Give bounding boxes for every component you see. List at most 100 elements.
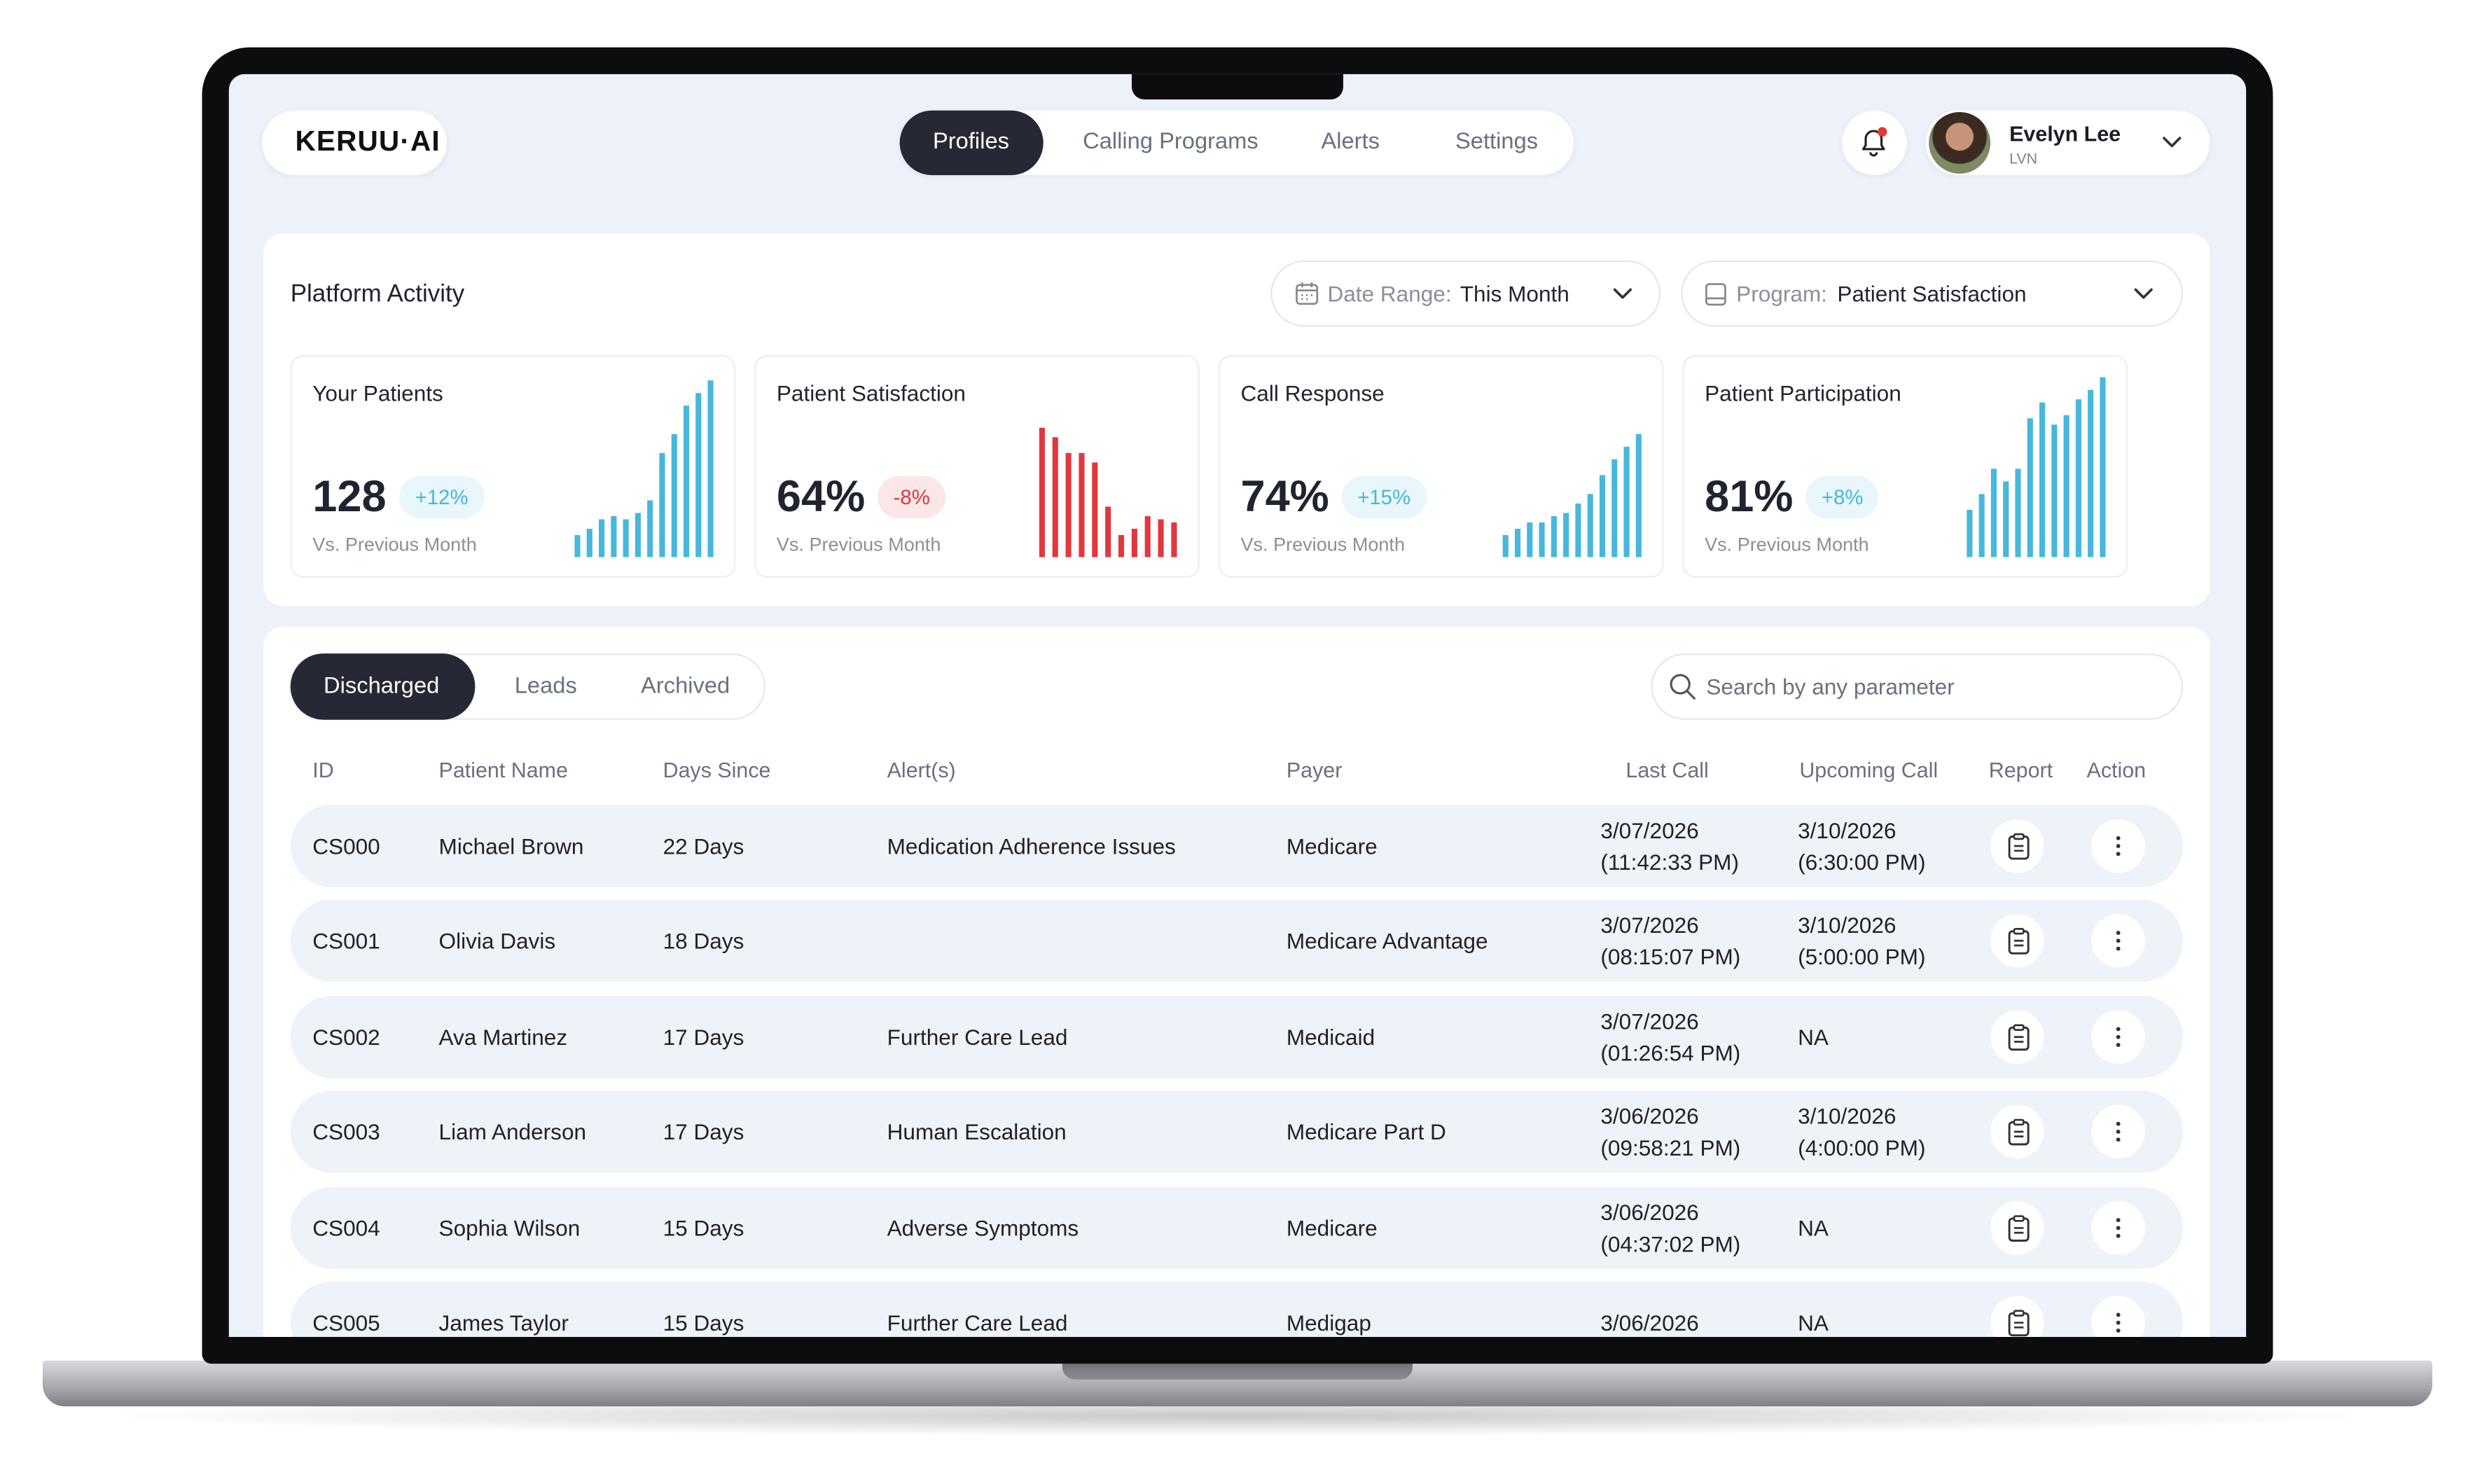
column-header: Action [2086,758,2147,782]
cell-id: CS003 [312,1119,380,1145]
stat-change: +15% [1341,476,1427,519]
report-icon [2008,833,2030,860]
spark-bar [1158,519,1164,557]
sparkline [574,380,714,557]
dropdown-value: Patient Satisfaction [1837,281,2027,307]
sparkline [1502,434,1642,557]
stat-change: +12% [399,476,485,519]
cell-last-call: 3/07/2026 [1600,913,1699,938]
cell-last-call: 3/07/2026 [1600,1008,1699,1034]
table-row [290,1282,2184,1337]
camera-notch [1131,74,1343,99]
tab-active[interactable] [290,653,476,720]
tab[interactable]: Archived [641,674,730,700]
cell-upcoming-call: (4:00:00 PM) [1798,1135,1926,1160]
cell-alert: Human Escalation [887,1119,1067,1145]
cell-days: 15 Days [663,1214,744,1240]
nav-item[interactable]: Settings [1455,129,1539,155]
spark-bar [1527,522,1533,557]
cell-upcoming-call: NA [1798,1214,1829,1240]
cell-days: 15 Days [663,1310,744,1336]
spark-bar [1539,522,1545,557]
spark-bar [1065,452,1072,557]
search-box[interactable] [1651,653,2184,720]
cell-days: 17 Days [663,1119,744,1145]
spark-bar [1144,515,1151,557]
cell-days: 18 Days [663,929,744,955]
column-header: Patient Name [438,758,568,782]
cell-upcoming-call: NA [1798,1310,1829,1336]
spark-bar [1131,529,1137,557]
dropdown-label: Date Range: [1327,281,1452,307]
bell-icon [1862,127,1887,157]
spark-bar [647,500,653,557]
nav-item[interactable]: Alerts [1321,129,1380,155]
column-header: Report [1988,758,2053,782]
spark-bar [2075,399,2081,557]
cell-name: Olivia Davis [438,929,556,955]
stat-value: 128 [312,471,387,521]
spark-bar [599,519,605,557]
stat-value: 64% [776,471,866,521]
cell-upcoming-call: 3/10/2026 [1798,1103,1897,1129]
table-row [290,805,2184,887]
bell-button[interactable] [1842,110,1907,176]
logo: KERUU·AI [295,125,441,158]
column-header: Payer [1286,758,1343,782]
spark-bar [1514,529,1521,557]
cell-id: CS004 [312,1214,380,1240]
program-dropdown[interactable] [1681,260,2184,327]
report-icon [2008,1214,2030,1242]
report-icon [2008,1024,2030,1050]
chevron-icon [2163,137,2182,148]
section-title: Platform Activity [290,281,465,308]
cell-alert: Adverse Symptoms [887,1214,1079,1240]
tab[interactable]: Leads [514,674,577,700]
cell-last-call: (11:42:33 PM) [1600,849,1739,875]
spark-bar [707,380,714,557]
spark-bar [1118,535,1125,557]
report-icon [2008,928,2030,955]
column-header: Last Call [1625,758,1709,782]
user-name: Evelyn Lee [2009,122,2121,146]
spark-bar [1967,509,1973,557]
spark-bar [635,513,641,557]
column-header: Days Since [663,758,771,782]
laptop-hinge [1062,1360,1413,1380]
spark-bar [2088,389,2094,557]
nav-active[interactable] [899,110,1044,176]
nav-item[interactable]: Profiles [932,129,1009,155]
column-header: Upcoming Call [1799,758,1939,782]
spark-bar [2100,377,2106,557]
cell-name: James Taylor [438,1310,569,1336]
kebab-icon [2116,931,2121,952]
logo-pill [262,110,447,176]
cell-alert: Medication Adherence Issues [887,833,1176,859]
nav-item[interactable]: Calling Programs [1083,129,1259,155]
cell-last-call: 3/06/2026 [1600,1198,1699,1225]
tab[interactable]: Discharged [324,674,440,700]
table-row [290,1090,2184,1173]
stat-value: 81% [1705,471,1794,521]
cell-upcoming-call: 3/10/2026 [1798,817,1897,843]
stat-change: -8% [878,476,946,519]
cell-last-call: 3/06/2026 [1600,1310,1699,1336]
cell-upcoming-call: (6:30:00 PM) [1798,849,1926,875]
spark-bar [2015,469,2021,557]
date-range-dropdown[interactable] [1270,260,1661,327]
spark-bar [1171,522,1177,557]
cell-alert: Further Care Lead [887,1024,1068,1050]
cell-payer: Medicare [1286,833,1378,859]
cell-id: CS002 [312,1024,380,1050]
spark-bar [695,393,702,557]
spark-bar [1575,503,1581,557]
spark-bar [1105,506,1111,557]
spark-bar [659,452,665,557]
spark-bar [1502,535,1509,557]
stat-title: Patient Participation [1705,380,1901,406]
sparkline [1967,377,2106,557]
cell-last-call: (09:58:21 PM) [1600,1135,1741,1160]
cell-payer: Medicare [1286,1214,1378,1240]
spark-bar [683,405,690,557]
